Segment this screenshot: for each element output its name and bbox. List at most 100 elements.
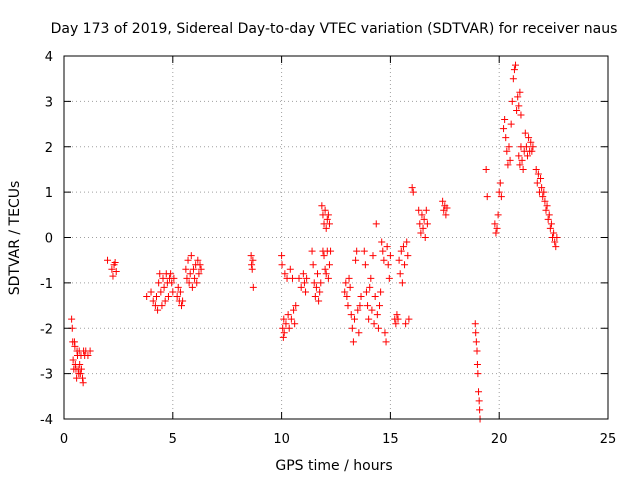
data-point: [325, 220, 333, 228]
data-point: [475, 397, 483, 405]
data-point: [183, 274, 191, 282]
data-point: [510, 66, 518, 74]
data-point: [174, 283, 182, 291]
data-point: [247, 252, 255, 260]
data-point: [69, 356, 77, 364]
data-point: [280, 329, 288, 337]
data-point: [169, 288, 177, 296]
data-point: [344, 302, 352, 310]
data-point: [354, 306, 362, 314]
data-point: [184, 256, 192, 264]
data-point: [286, 265, 294, 273]
data-point: [108, 265, 116, 273]
x-tick-label: 10: [273, 432, 290, 447]
data-series-sdtvar: [68, 61, 561, 423]
data-point: [321, 206, 329, 214]
data-point: [369, 252, 377, 260]
x-tick-label: 15: [382, 432, 399, 447]
data-point: [417, 229, 425, 237]
data-point: [474, 370, 482, 378]
y-tick-label: 2: [45, 141, 53, 156]
data-point: [310, 279, 318, 287]
data-point: [525, 134, 533, 142]
data-point: [173, 292, 181, 300]
data-point: [403, 238, 411, 246]
data-point: [312, 283, 320, 291]
data-point: [76, 370, 84, 378]
data-point: [472, 338, 480, 346]
data-point: [249, 283, 257, 291]
data-point: [527, 138, 535, 146]
data-point: [160, 283, 168, 291]
data-point: [377, 288, 385, 296]
data-point: [420, 215, 428, 223]
data-point: [185, 279, 193, 287]
data-point: [147, 288, 155, 296]
data-point: [373, 311, 381, 319]
axis-ticks: 0 5 10 15 20 25 -4 -3 -2 -1 0 1 2 3 4: [40, 50, 616, 447]
data-point: [515, 152, 523, 160]
data-point: [111, 258, 119, 266]
data-point: [291, 320, 299, 328]
data-point: [396, 270, 404, 278]
data-point: [71, 342, 79, 350]
data-point: [500, 125, 508, 133]
data-point: [367, 274, 375, 282]
data-point: [104, 256, 112, 264]
x-tick-label: 20: [491, 432, 508, 447]
data-point: [282, 320, 290, 328]
data-point: [504, 161, 512, 169]
data-point: [278, 252, 286, 260]
data-point: [248, 265, 256, 273]
data-point: [503, 147, 511, 155]
data-point: [152, 292, 160, 300]
data-point: [518, 156, 526, 164]
data-point: [512, 61, 520, 69]
data-point: [497, 193, 505, 201]
y-tick-label: 3: [45, 95, 53, 110]
data-point: [374, 324, 382, 332]
data-point: [443, 204, 451, 212]
data-point: [394, 315, 402, 323]
y-tick-label: 0: [45, 232, 53, 247]
data-point: [346, 283, 354, 291]
data-point: [355, 329, 363, 337]
data-point: [193, 279, 201, 287]
data-point: [300, 279, 308, 287]
data-point: [475, 388, 483, 396]
y-tick-label: 1: [45, 186, 53, 201]
data-point: [372, 220, 380, 228]
data-point: [84, 351, 92, 359]
data-point: [505, 143, 513, 151]
data-point: [517, 111, 525, 119]
data-point: [495, 188, 503, 196]
data-point: [472, 329, 480, 337]
data-point: [382, 338, 390, 346]
data-point: [76, 361, 84, 369]
data-point: [516, 88, 524, 96]
data-point: [392, 320, 400, 328]
y-tick-label: -1: [40, 277, 53, 292]
data-point: [376, 302, 384, 310]
data-point: [402, 320, 410, 328]
data-point: [292, 302, 300, 310]
y-axis-label: SDTVAR / TECUs: [7, 181, 23, 296]
data-point: [381, 329, 389, 337]
data-point: [77, 365, 85, 373]
data-point: [404, 252, 412, 260]
data-point: [473, 361, 481, 369]
data-point: [523, 152, 531, 160]
data-point: [353, 247, 361, 255]
data-point: [248, 261, 256, 269]
data-point: [419, 224, 427, 232]
data-point: [178, 302, 186, 310]
data-point: [439, 197, 447, 205]
data-point: [299, 270, 307, 278]
data-point: [109, 272, 117, 280]
data-point: [168, 279, 176, 287]
data-point: [538, 184, 546, 192]
data-point: [159, 274, 167, 282]
data-point: [537, 175, 545, 183]
data-point: [170, 274, 178, 282]
data-point: [156, 270, 164, 278]
